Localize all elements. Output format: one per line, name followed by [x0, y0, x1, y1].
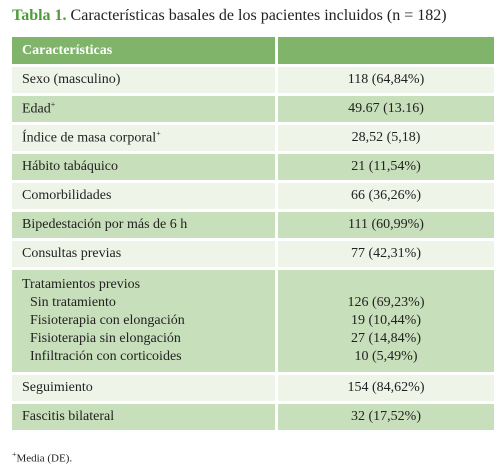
sub-value: 10 (5,49%) — [354, 349, 418, 364]
table-row: Hábito tabáquico 21 (11,54%) — [12, 154, 494, 180]
title-label: Tabla 1. — [12, 7, 67, 24]
value-cell: 32 (17,52%) — [278, 404, 494, 430]
label-cell: Edad+ — [12, 96, 275, 122]
value-cell: 126 (69,23%) 19 (10,44%) 27 (14,84%) 10 (5,… — [278, 270, 494, 372]
sub-label: Sin tratamiento — [30, 295, 116, 310]
header-cell: Características — [12, 37, 275, 64]
table-row: Tratamientos previos Sin tratamiento Fisio… — [12, 270, 494, 372]
label-cell: Hábito tabáquico — [12, 154, 275, 180]
sub-label: Infiltración con corticoides — [30, 349, 182, 364]
footnote-sup: + — [12, 450, 17, 459]
table-title: Tabla 1. Características basales de los … — [12, 7, 447, 25]
title-text: Características basales de los pacientes… — [70, 7, 447, 24]
table-row: Sexo (masculino) 118 (64,84%) — [12, 67, 494, 93]
label-cell: Consultas previas — [12, 241, 275, 267]
table: Características Sexo (masculino) 118 (64,8… — [9, 34, 497, 433]
label-cell: Comorbilidades — [12, 183, 275, 209]
value-cell: 111 (60,99%) — [278, 212, 494, 238]
sub-value: 27 (14,84%) — [351, 331, 421, 346]
label-cell: Bipedestación por más de 6 h — [12, 212, 275, 238]
value-cell: 21 (11,54%) — [278, 154, 494, 180]
table-row: Bipedestación por más de 6 h 111 (60,99%) — [12, 212, 494, 238]
row-label: Bipedestación por más de 6 h — [22, 217, 188, 232]
label-cell: Índice de masa corporal+ — [12, 125, 275, 151]
table-row: Comorbilidades 66 (36,26%) — [12, 183, 494, 209]
row-label: Hábito tabáquico — [22, 159, 119, 174]
row-label: Comorbilidades — [22, 188, 112, 203]
row-label: Fascitis bilateral — [22, 409, 115, 424]
row-label: Sexo (masculino) — [22, 72, 121, 87]
table-row: Consultas previas 77 (42,31%) — [12, 241, 494, 267]
label-cell: Seguimiento — [12, 375, 275, 401]
table-row: Índice de masa corporal+ 28,52 (5,18) — [12, 125, 494, 151]
row-label: Edad — [22, 101, 51, 117]
value-cell: 28,52 (5,18) — [278, 125, 494, 151]
spacer — [288, 276, 484, 294]
row-label: Índice de masa corporal — [22, 130, 157, 146]
value-cell: 154 (84,62%) — [278, 375, 494, 401]
table-row: Seguimiento 154 (84,62%) — [12, 375, 494, 401]
table-row: Edad+ 49.67 (13.16) — [12, 96, 494, 122]
row-label: Consultas previas — [22, 246, 122, 261]
group-label: Tratamientos previos — [22, 277, 141, 292]
value-cell: 77 (42,31%) — [278, 241, 494, 267]
value-cell: 66 (36,26%) — [278, 183, 494, 209]
label-cell: Tratamientos previos Sin tratamiento Fisio… — [12, 270, 275, 372]
row-sup: + — [156, 129, 161, 139]
table-row: Fascitis bilateral 32 (17,52%) — [12, 404, 494, 430]
sub-label: Fisioterapia sin elongación — [30, 331, 181, 346]
value-cell: 49.67 (13.16) — [278, 96, 494, 122]
label-cell: Fascitis bilateral — [12, 404, 275, 430]
sub-value: 126 (69,23%) — [347, 295, 425, 310]
row-sup: + — [50, 100, 56, 110]
row-label: Seguimiento — [22, 380, 93, 395]
label-cell: Sexo (masculino) — [12, 67, 275, 93]
sub-value: 19 (10,44%) — [351, 313, 421, 328]
value-cell: 118 (64,84%) — [278, 67, 494, 93]
footnote: +Media (DE). — [12, 450, 72, 465]
sub-label: Fisioterapia con elongación — [30, 313, 185, 328]
header-cell — [278, 37, 494, 64]
footnote-text: Media (DE). — [16, 452, 73, 465]
